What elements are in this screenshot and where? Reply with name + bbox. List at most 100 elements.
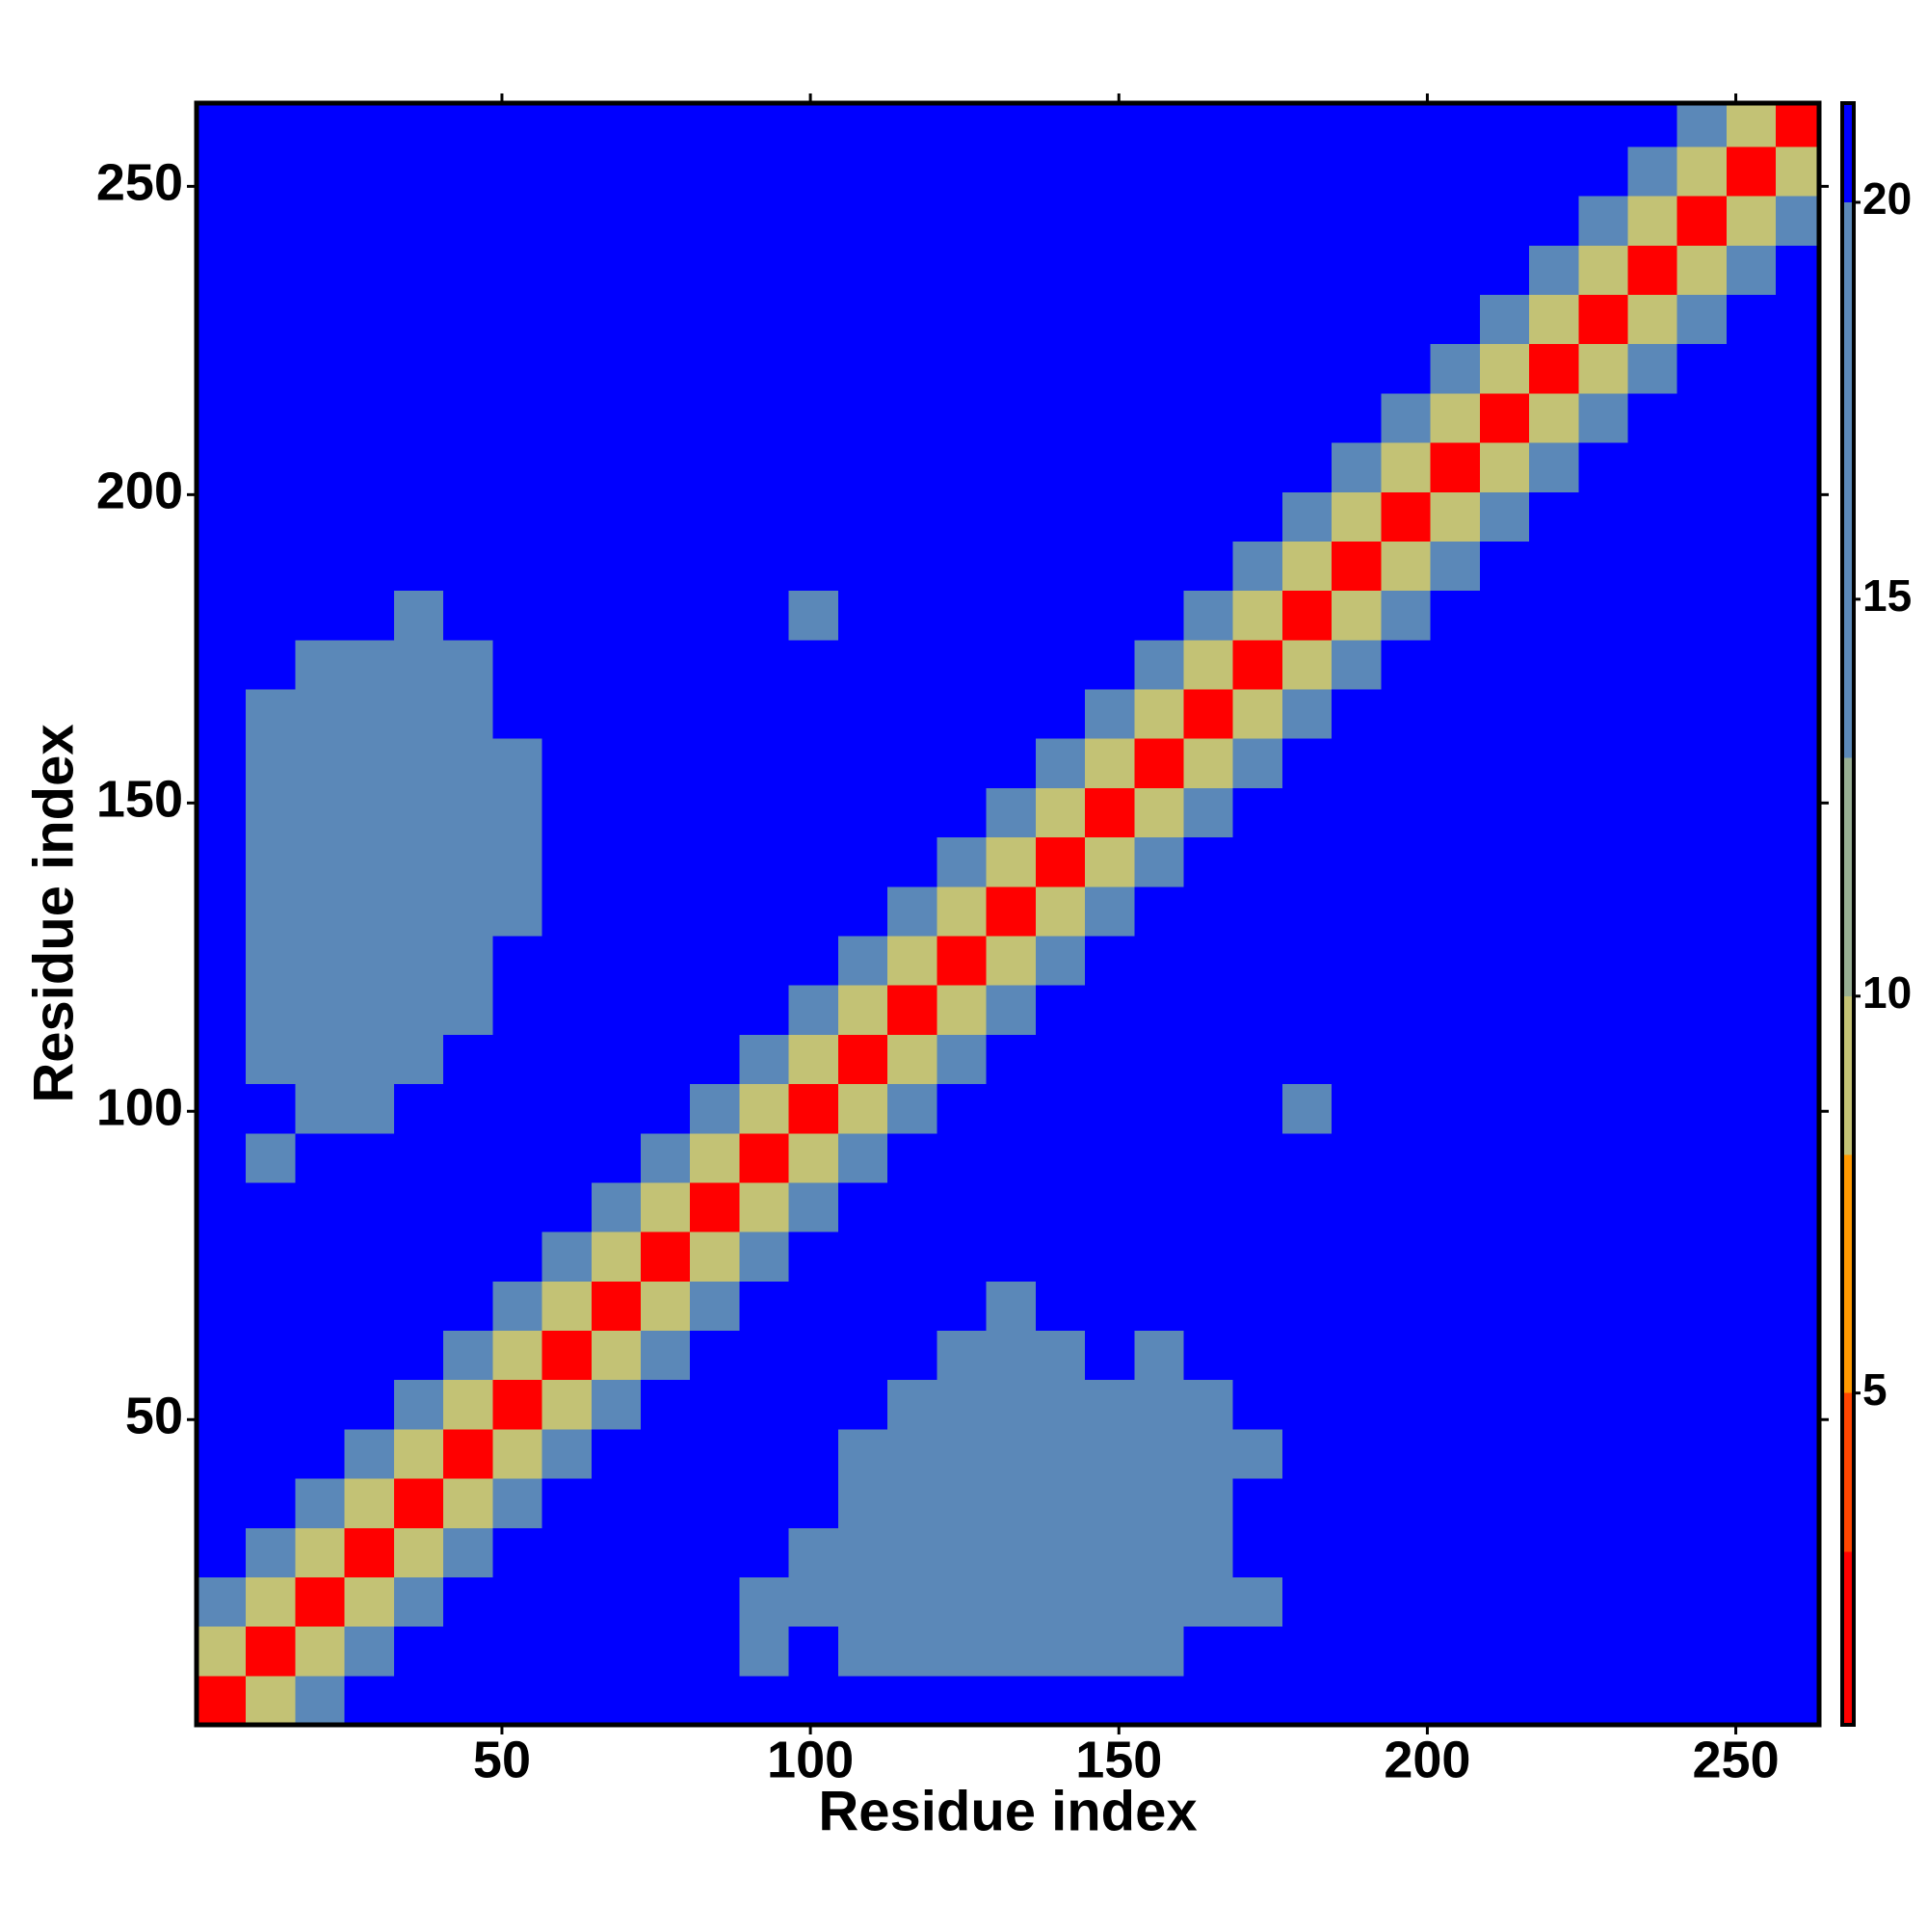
heatmap-cell xyxy=(986,590,1037,641)
heatmap-cell xyxy=(393,1527,444,1578)
heatmap-cell xyxy=(295,441,346,492)
heatmap-cell xyxy=(1676,491,1728,542)
heatmap-cell xyxy=(246,1478,297,1528)
heatmap-cell xyxy=(541,639,593,690)
heatmap-cell xyxy=(1085,787,1135,838)
heatmap-cell xyxy=(393,738,444,788)
heatmap-cell xyxy=(591,787,642,838)
heatmap-cell xyxy=(690,103,741,147)
heatmap-cell xyxy=(443,688,493,739)
heatmap-cell xyxy=(937,639,988,690)
heatmap-cell xyxy=(641,1379,691,1430)
heatmap-cell xyxy=(641,343,691,394)
heatmap-cell xyxy=(1479,146,1530,197)
heatmap-cell xyxy=(887,886,937,937)
heatmap-cell xyxy=(246,1675,297,1726)
heatmap-cell xyxy=(393,787,444,838)
heatmap-cell xyxy=(1676,1330,1728,1381)
heatmap-cell xyxy=(739,1231,790,1282)
heatmap-cell xyxy=(1134,1083,1185,1134)
heatmap-cell xyxy=(1183,1379,1234,1430)
heatmap-cell xyxy=(246,886,297,937)
heatmap-cell xyxy=(1035,1132,1086,1183)
heatmap-cell xyxy=(1035,294,1086,345)
heatmap-cell xyxy=(937,441,988,492)
heatmap-cell xyxy=(641,103,691,147)
heatmap-cell xyxy=(591,1034,642,1085)
heatmap-cell xyxy=(1479,491,1530,542)
heatmap-cell xyxy=(1578,1576,1629,1628)
heatmap-cell xyxy=(492,886,543,937)
heatmap-cell xyxy=(1529,1132,1579,1183)
heatmap-cell xyxy=(1281,1576,1333,1628)
heatmap-cell xyxy=(1529,294,1579,345)
heatmap-cell xyxy=(1134,103,1185,147)
heatmap-cell xyxy=(492,1034,543,1085)
heatmap-cell xyxy=(1035,195,1086,246)
heatmap-cell xyxy=(837,1428,888,1479)
heatmap-cell xyxy=(1627,1083,1678,1134)
heatmap-cell xyxy=(1332,590,1382,641)
heatmap-cell xyxy=(591,1478,642,1528)
heatmap-cell xyxy=(1183,491,1234,542)
heatmap-cell xyxy=(1676,1626,1728,1677)
heatmap-cell xyxy=(1332,541,1382,592)
heatmap-cell xyxy=(295,1281,346,1332)
heatmap-cell xyxy=(541,1675,593,1726)
heatmap-cell xyxy=(837,392,888,443)
heatmap-cell xyxy=(1281,1527,1333,1578)
heatmap-cell xyxy=(1134,195,1185,246)
heatmap-cell xyxy=(541,491,593,542)
heatmap-cell xyxy=(837,1181,888,1232)
heatmap-cell xyxy=(937,1428,988,1479)
heatmap-cell xyxy=(1035,1034,1086,1085)
heatmap-cell xyxy=(1529,935,1579,986)
heatmap-cell xyxy=(344,935,395,986)
heatmap-cell xyxy=(246,836,297,887)
heatmap-cell xyxy=(1578,1379,1629,1430)
heatmap-cell xyxy=(690,1083,741,1134)
x-tick-label: 250 xyxy=(1693,1731,1780,1788)
heatmap-cell xyxy=(1776,103,1820,147)
heatmap-cell xyxy=(1479,886,1530,937)
heatmap-cell xyxy=(1676,886,1728,937)
heatmap-cell xyxy=(1332,1626,1382,1677)
heatmap-cell xyxy=(393,1281,444,1332)
heatmap-cell xyxy=(1183,245,1234,295)
heatmap-cell xyxy=(246,985,297,1035)
heatmap-cell xyxy=(393,103,444,147)
heatmap-cell xyxy=(197,441,247,492)
heatmap-cell xyxy=(937,294,988,345)
heatmap-cell xyxy=(1232,1379,1283,1430)
heatmap-cell xyxy=(1035,1428,1086,1479)
heatmap-cell xyxy=(1430,245,1481,295)
heatmap-cell xyxy=(591,146,642,197)
heatmap-cell xyxy=(591,1379,642,1430)
heatmap-cell xyxy=(1281,738,1333,788)
heatmap-cell xyxy=(739,343,790,394)
heatmap-cell xyxy=(1085,985,1135,1035)
plot-frame xyxy=(194,100,1822,1728)
heatmap-cell xyxy=(887,1181,937,1232)
heatmap-cell xyxy=(837,294,888,345)
heatmap-cell xyxy=(492,146,543,197)
heatmap-cell xyxy=(1281,541,1333,592)
heatmap-cell xyxy=(1332,1478,1382,1528)
heatmap-cell xyxy=(295,1428,346,1479)
heatmap-cell xyxy=(1332,392,1382,443)
heatmap-cell xyxy=(541,1132,593,1183)
heatmap-cell xyxy=(1776,195,1820,246)
heatmap-cell xyxy=(344,1527,395,1578)
heatmap-cell xyxy=(788,590,839,641)
heatmap-cell xyxy=(1381,738,1432,788)
heatmap-cell xyxy=(837,787,888,838)
heatmap-cell xyxy=(1381,491,1432,542)
heatmap-cell xyxy=(641,1231,691,1282)
heatmap-cell xyxy=(1578,146,1629,197)
heatmap-cell xyxy=(1085,935,1135,986)
heatmap-cell xyxy=(443,639,493,690)
heatmap-cell xyxy=(788,1231,839,1282)
heatmap-cell xyxy=(837,639,888,690)
heatmap-cell xyxy=(887,935,937,986)
heatmap-cell xyxy=(1676,787,1728,838)
